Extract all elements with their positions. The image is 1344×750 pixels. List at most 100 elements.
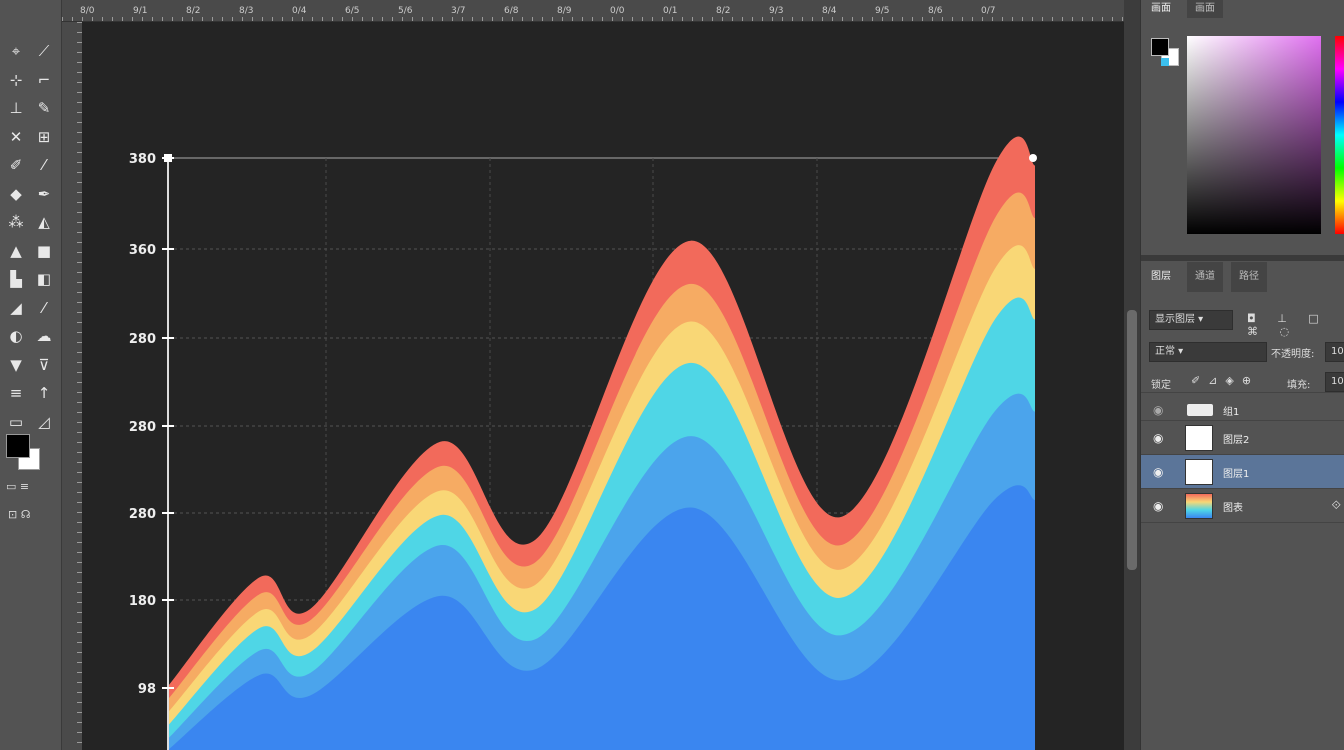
ruler-label: 6/5 bbox=[345, 6, 360, 16]
car-icon[interactable]: ▭ bbox=[8, 412, 24, 431]
lock-label: 锁定 bbox=[1151, 380, 1171, 391]
shape-icon[interactable]: ◿ bbox=[38, 412, 50, 431]
eye-icon[interactable]: ◉ bbox=[1153, 431, 1164, 445]
eye-icon[interactable]: ◉ bbox=[1153, 403, 1164, 417]
y-tick-label: 380 bbox=[129, 152, 156, 167]
triangle-icon[interactable]: ◢ bbox=[10, 298, 22, 317]
hand-icon[interactable]: ↑ bbox=[37, 384, 51, 402]
pencil-icon[interactable]: ✐ bbox=[9, 156, 23, 174]
ruler-label: 8/2 bbox=[186, 6, 201, 16]
wand-icon[interactable]: ✕ bbox=[9, 127, 23, 146]
layer-name: 组1 bbox=[1223, 407, 1240, 418]
box-icon[interactable]: ▙ bbox=[10, 270, 22, 288]
ruler-label: 9/3 bbox=[769, 6, 784, 16]
layer-row[interactable]: ◉ 图层2 bbox=[1141, 420, 1344, 454]
handle-right[interactable] bbox=[1029, 154, 1037, 162]
ruler-label: 0/0 bbox=[610, 6, 625, 16]
tab-swatches[interactable]: 画面 bbox=[1187, 0, 1223, 18]
fill-label: 填充: bbox=[1287, 380, 1311, 391]
y-tick-label: 280 bbox=[129, 420, 156, 435]
drop-icon[interactable]: ◆ bbox=[10, 184, 22, 203]
filter-icons[interactable]: ◘ ⊥ □ ⌘ ◌ bbox=[1247, 312, 1328, 338]
ruler-label: 8/2 bbox=[716, 6, 731, 16]
lock-icons[interactable]: ✐⊿◈⊕ bbox=[1191, 374, 1260, 387]
layer-thumbnail bbox=[1185, 459, 1213, 485]
foreground-color-swatch[interactable] bbox=[6, 434, 30, 458]
layer-name: 图表 bbox=[1223, 503, 1243, 514]
hue-slider[interactable] bbox=[1335, 36, 1344, 234]
ruler-label: 0/7 bbox=[981, 6, 996, 16]
layer-thumbnail bbox=[1185, 493, 1213, 519]
area-series-1 bbox=[168, 485, 1035, 750]
document-canvas[interactable]: 380 360 280 280 280 180 98 bbox=[82, 22, 1124, 750]
tab-paths[interactable]: 路径 bbox=[1231, 262, 1267, 292]
y-tick-label: 98 bbox=[138, 682, 156, 697]
screen-mode-button[interactable]: ⊡ ☊ bbox=[8, 508, 31, 521]
quick-mask-button[interactable]: ▭ ≡ bbox=[6, 480, 30, 493]
spray-icon[interactable]: ⁂ bbox=[8, 213, 24, 231]
ruler-label: 8/0 bbox=[80, 6, 95, 16]
swap-colors-icon[interactable] bbox=[1161, 58, 1169, 66]
eyedropper-icon[interactable]: ⌐ bbox=[37, 70, 51, 89]
ruler-label: 8/4 bbox=[822, 6, 837, 16]
ruler-label: 3/7 bbox=[451, 6, 466, 16]
shield-icon[interactable]: ⊽ bbox=[38, 355, 50, 374]
opacity-input[interactable]: 100 bbox=[1325, 342, 1344, 362]
tab-color[interactable]: 画面 bbox=[1143, 0, 1179, 18]
knife-icon[interactable]: ⁄ bbox=[42, 156, 46, 174]
eye-icon[interactable]: ◉ bbox=[1153, 465, 1164, 479]
layer-row[interactable]: ◉ 图表 ⟐ bbox=[1141, 488, 1344, 522]
y-tick-label: 280 bbox=[129, 332, 156, 347]
folder-icon bbox=[1187, 404, 1213, 416]
ruler-label: 8/6 bbox=[928, 6, 943, 16]
pen-tool-icon[interactable]: ✎ bbox=[37, 99, 51, 117]
ruler-label: 0/4 bbox=[292, 6, 307, 16]
polygon-lasso-icon[interactable]: ⟋ bbox=[38, 42, 50, 60]
top-ruler: 8/0 9/1 8/2 8/3 0/4 6/5 5/6 3/7 6/8 8/9 0/0 0/1 8/2 9… bbox=[62, 0, 1124, 22]
ruler-label: 6/8 bbox=[504, 6, 519, 16]
layer-row[interactable]: ◉ 组1 bbox=[1141, 392, 1344, 426]
smart-object-icon: ⟐ bbox=[1331, 498, 1341, 512]
gradient-icon[interactable]: ▼ bbox=[10, 355, 22, 374]
vertical-scrollbar[interactable] bbox=[1124, 0, 1140, 750]
right-panels: 画面 画面 图层 通道 路径 显示图层 ▾ ◘ ⊥ □ ⌘ ◌ 正常 ▾ 不透明… bbox=[1140, 0, 1344, 750]
eye-icon[interactable]: ◉ bbox=[1153, 499, 1164, 513]
layer-name: 图层1 bbox=[1223, 469, 1250, 480]
crop-icon[interactable]: ⊹ bbox=[9, 70, 23, 89]
layer-kind-filter[interactable]: 显示图层 ▾ bbox=[1149, 310, 1233, 330]
bucket-icon[interactable]: ◭ bbox=[38, 213, 50, 231]
paint-icon[interactable]: ◧ bbox=[36, 270, 52, 288]
ruler-label: 9/1 bbox=[133, 6, 148, 16]
blend-mode-select[interactable]: 正常 ▾ bbox=[1149, 342, 1267, 362]
brush-icon[interactable]: ⊥ bbox=[9, 99, 23, 117]
color-field[interactable] bbox=[1187, 36, 1321, 234]
foreground-color-swatch[interactable] bbox=[1151, 38, 1169, 56]
layer-row-selected[interactable]: ◉ 图层1 bbox=[1141, 454, 1344, 488]
stamp-icon[interactable]: ▲ bbox=[10, 241, 22, 260]
grid-icon[interactable]: ⊞ bbox=[37, 127, 51, 146]
left-ruler bbox=[62, 22, 82, 750]
y-tick-label: 280 bbox=[129, 507, 156, 522]
ruler-label: 0/1 bbox=[663, 6, 678, 16]
ruler-label: 9/5 bbox=[875, 6, 890, 16]
fill-input[interactable]: 100 bbox=[1325, 372, 1344, 392]
slash-icon[interactable]: ⁄ bbox=[42, 298, 46, 317]
opacity-label: 不透明度: bbox=[1271, 349, 1315, 360]
layer-thumbnail bbox=[1185, 425, 1213, 451]
tab-layers[interactable]: 图层 bbox=[1143, 262, 1179, 292]
cloud-icon[interactable]: ☁ bbox=[36, 327, 52, 345]
rect-icon[interactable]: ■ bbox=[36, 241, 52, 260]
lasso-icon[interactable]: ⌖ bbox=[11, 42, 21, 60]
y-tick-label: 180 bbox=[129, 594, 156, 609]
y-tick-label: 360 bbox=[129, 243, 156, 258]
ellipse-icon[interactable]: ◐ bbox=[9, 327, 23, 345]
tools-panel: ⌖ ⟋ ⊹ ⌐ ⊥ ✎ ✕ ⊞ ✐ ⁄ ◆ ✒ ⁂ ◭ ▲ ■ ▙ ◧ ◢ ⁄ ◐ ☁ ▼ ⊽ ≡ ↑ ▭ ◿ ▭ ≡ ⊡ ☊ bbox=[0, 0, 62, 750]
layer-name: 图层2 bbox=[1223, 435, 1250, 446]
ruler-label: 8/9 bbox=[557, 6, 572, 16]
stacked-area-chart: 380 360 280 280 280 180 98 bbox=[129, 136, 1037, 750]
list-icon[interactable]: ≡ bbox=[9, 384, 23, 402]
feather-icon[interactable]: ✒ bbox=[37, 184, 51, 203]
scrollbar-thumb[interactable] bbox=[1127, 310, 1137, 570]
ruler-label: 8/3 bbox=[239, 6, 254, 16]
tab-channels[interactable]: 通道 bbox=[1187, 262, 1223, 292]
